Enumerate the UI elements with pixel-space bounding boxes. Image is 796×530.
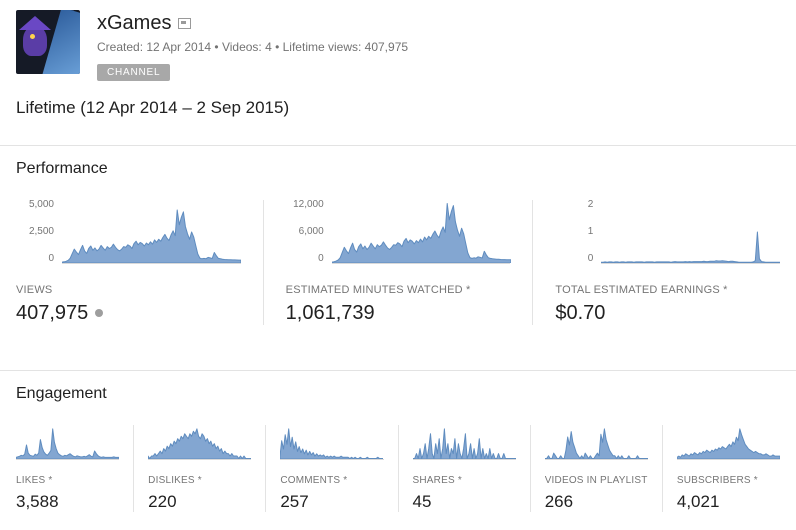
metric-value: 1,061,739 bbox=[285, 302, 375, 324]
y-tick: 6,000 bbox=[298, 226, 324, 237]
views-y-axis: 5,000 2,500 0 bbox=[16, 200, 62, 264]
metric-card-comments[interactable]: COMMENTS * 257 bbox=[265, 425, 397, 512]
metric-label: ESTIMATED MINUTES WATCHED * bbox=[285, 284, 471, 296]
metric-card-earnings[interactable]: 2 1 0 TOTAL ESTIMATED EARNINGS * $0.70 bbox=[532, 200, 781, 325]
engagement-title: Engagement bbox=[16, 385, 107, 402]
metric-value: 220 bbox=[148, 492, 177, 511]
likes-sparkline-chart bbox=[16, 425, 120, 460]
minutes-watched-sparkline-chart bbox=[331, 200, 511, 264]
metric-card-views[interactable]: 5,000 2,500 0 VIEWS 407,975 bbox=[16, 200, 263, 325]
metric-label: SUBSCRIBERS * bbox=[676, 475, 758, 486]
earnings-y-axis: 2 1 0 bbox=[555, 200, 601, 264]
metric-value: 4,021 bbox=[676, 492, 720, 511]
metric-card-likes[interactable]: LIKES * 3,588 bbox=[16, 425, 133, 512]
report-period: Lifetime (12 Apr 2014 – 2 Sep 2015) bbox=[16, 98, 290, 117]
metric-label: VIDEOS IN PLAYLISTS * bbox=[544, 475, 648, 486]
metric-label: LIKES * bbox=[16, 475, 53, 486]
channel-avatar[interactable] bbox=[16, 10, 80, 74]
metric-label: VIEWS bbox=[16, 284, 53, 296]
channel-title[interactable]: xGames bbox=[97, 12, 172, 34]
views-sparkline-chart bbox=[62, 200, 241, 264]
y-tick: 12,000 bbox=[293, 199, 324, 210]
metric-value: 3,588 bbox=[16, 492, 59, 511]
channel-header: xGames Created: 12 Apr 2014 • Videos: 4 … bbox=[0, 0, 796, 81]
videos-in-playlists-sparkline-chart bbox=[544, 425, 648, 460]
metric-label: COMMENTS * bbox=[280, 475, 348, 486]
channel-badge: CHANNEL bbox=[97, 64, 171, 81]
y-tick: 2 bbox=[587, 199, 594, 210]
y-tick: 0 bbox=[318, 253, 324, 264]
metric-value: 407,975 bbox=[16, 302, 241, 325]
comments-sparkline-chart bbox=[280, 425, 384, 460]
channel-meta: Created: 12 Apr 2014 • Videos: 4 • Lifet… bbox=[97, 40, 409, 54]
metric-value-text: 407,975 bbox=[16, 302, 89, 324]
dislikes-sparkline-chart bbox=[148, 425, 252, 460]
y-tick: 0 bbox=[48, 253, 54, 264]
metric-value: $0.70 bbox=[555, 302, 606, 324]
engagement-section: Engagement LIKES * 3,588 DISLIKES * 220 … bbox=[0, 370, 796, 530]
subscribers-sparkline-chart bbox=[676, 425, 781, 460]
avatar-character bbox=[23, 26, 47, 56]
metric-value: 266 bbox=[544, 492, 574, 511]
metric-card-dislikes[interactable]: DISLIKES * 220 bbox=[133, 425, 265, 512]
metric-value: 257 bbox=[280, 492, 309, 511]
metric-card-videos-in-playlists[interactable]: VIDEOS IN PLAYLISTS * 266 bbox=[529, 425, 662, 512]
metric-label: SHARES * bbox=[412, 475, 462, 486]
metric-label: TOTAL ESTIMATED EARNINGS * bbox=[555, 284, 728, 296]
y-tick: 2,500 bbox=[28, 226, 54, 237]
y-tick: 1 bbox=[587, 226, 594, 237]
metric-label: DISLIKES * bbox=[148, 475, 202, 486]
metric-card-minutes-watched[interactable]: 12,000 6,000 0 ESTIMATED MINUTES WATCHED… bbox=[262, 200, 533, 325]
earnings-sparkline-chart bbox=[601, 200, 781, 264]
y-tick: 0 bbox=[587, 253, 594, 264]
metric-value: 45 bbox=[412, 492, 432, 511]
shares-sparkline-chart bbox=[412, 425, 516, 460]
y-tick: 5,000 bbox=[28, 199, 54, 210]
popout-icon[interactable] bbox=[178, 17, 192, 29]
performance-section: Performance 5,000 2,500 0 VIEWS 407,975 … bbox=[0, 145, 796, 343]
performance-title: Performance bbox=[16, 160, 108, 177]
avatar-character-eye bbox=[30, 34, 35, 39]
metric-card-subscribers[interactable]: SUBSCRIBERS * 4,021 bbox=[661, 425, 781, 512]
minutes-y-axis: 12,000 6,000 0 bbox=[286, 200, 332, 264]
metric-card-shares[interactable]: SHARES * 45 bbox=[397, 425, 530, 512]
avatar-character-hat bbox=[19, 16, 51, 30]
metric-color-dot bbox=[95, 309, 104, 317]
